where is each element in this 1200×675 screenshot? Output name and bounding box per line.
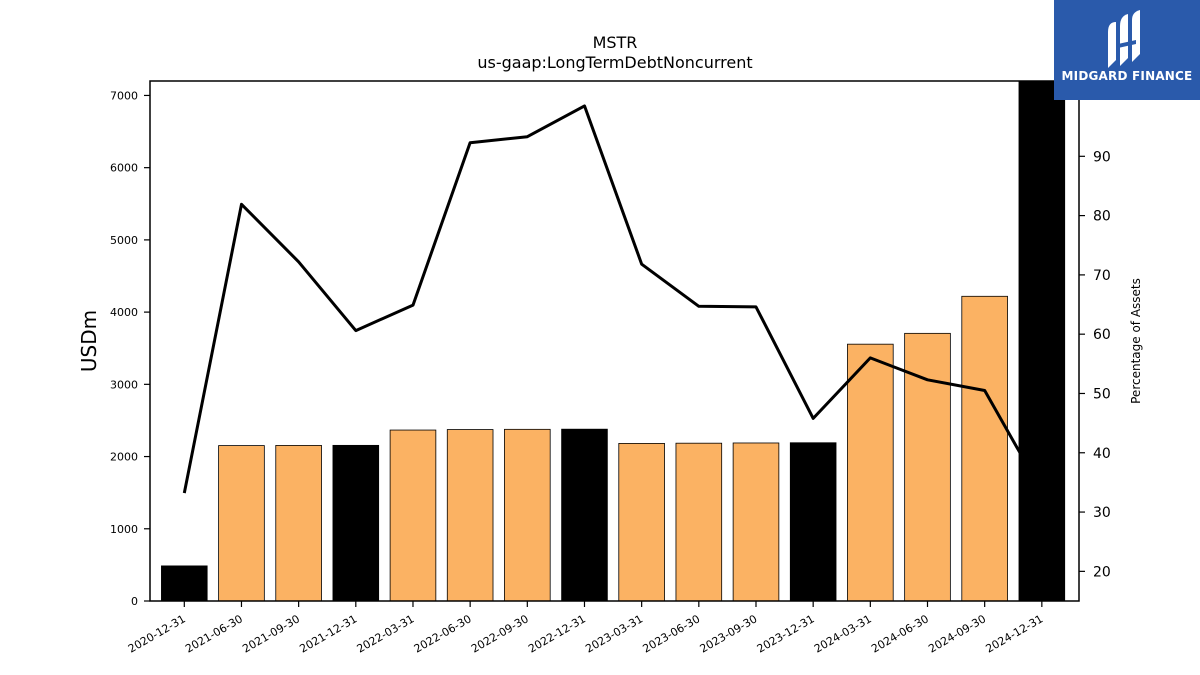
x-tick-label: 2024-06-30 <box>869 612 931 655</box>
x-tick-label: 2023-09-30 <box>698 612 760 655</box>
y-tick-label: 0 <box>131 595 138 608</box>
x-tick-label: 2024-12-31 <box>983 612 1045 655</box>
y2-axis-label: Percentage of Assets <box>1129 278 1143 404</box>
x-tick-label: 2024-03-31 <box>812 612 874 655</box>
y-axis-right: 20 30 40 50 60 70 80 90 <box>1079 149 1111 580</box>
y-axis-left: 0 1000 2000 3000 4000 5000 6000 7000 <box>110 89 150 608</box>
x-tick-label: 2021-09-30 <box>240 612 302 655</box>
y-tick-label: 6000 <box>110 162 138 175</box>
x-tick-label: 2022-03-31 <box>355 612 417 655</box>
percentage-of-assets-line <box>182 104 1044 494</box>
chart-subtitle: us-gaap:LongTermDebtNoncurrent <box>477 53 752 72</box>
y2-tick-label: 40 <box>1093 446 1111 462</box>
bar-2022-06-30 <box>446 429 494 602</box>
bar-2021-06-30 <box>218 445 265 602</box>
bar-2023-06-30 <box>675 442 723 602</box>
y-tick-label: 4000 <box>110 306 138 319</box>
x-tick-label: 2022-06-30 <box>412 612 474 655</box>
logo-mark-icon <box>1108 10 1140 68</box>
x-tick-label: 2024-09-30 <box>926 612 988 655</box>
x-tick-label: 2023-06-30 <box>640 612 702 655</box>
bar-2021-12-31 <box>332 444 380 602</box>
bar-2022-12-31 <box>561 428 608 602</box>
bar-2023-12-31 <box>789 442 837 602</box>
bar-2021-09-30 <box>275 445 322 602</box>
x-tick-label: 2021-06-30 <box>183 612 245 655</box>
y2-tick-label: 60 <box>1093 327 1111 343</box>
x-tick-label: 2022-09-30 <box>469 612 531 655</box>
percentage-line-series <box>182 104 1044 494</box>
bar-2022-03-31 <box>389 429 437 602</box>
bar-2020-12-31 <box>161 565 208 602</box>
plot-frame <box>149 80 1080 602</box>
logo-text: MIDGARD FINANCE <box>1061 69 1193 83</box>
y-tick-label: 1000 <box>110 523 138 536</box>
y2-tick-label: 70 <box>1093 268 1111 284</box>
y2-tick-label: 80 <box>1093 209 1111 225</box>
bar-2024-06-30 <box>904 332 951 602</box>
y2-tick-label: 20 <box>1093 564 1111 580</box>
y2-tick-label: 50 <box>1093 386 1111 402</box>
chart-title: MSTR <box>593 33 638 52</box>
x-axis: 2020-12-312021-06-302021-09-302021-12-31… <box>126 601 1045 656</box>
y-tick-label: 2000 <box>110 451 138 464</box>
y-axis-label: USDm <box>77 310 101 372</box>
y-tick-label: 7000 <box>110 89 138 102</box>
x-tick-label: 2023-12-31 <box>755 612 817 655</box>
x-tick-label: 2023-03-31 <box>583 612 645 655</box>
bar-2024-09-30 <box>961 295 1008 602</box>
bar-2024-03-31 <box>847 343 894 602</box>
bar-2022-09-30 <box>504 428 551 602</box>
y2-tick-label: 30 <box>1093 505 1111 521</box>
x-tick-label: 2020-12-31 <box>126 612 188 655</box>
bar-2023-09-30 <box>732 442 780 602</box>
y-tick-label: 5000 <box>110 234 138 247</box>
bar-series <box>161 81 1066 602</box>
midgard-finance-logo: MIDGARD FINANCE <box>1054 0 1200 100</box>
x-tick-label: 2021-12-31 <box>297 612 359 655</box>
y2-tick-label: 90 <box>1093 149 1111 165</box>
bar-2024-12-31 <box>1018 81 1066 602</box>
y-tick-label: 3000 <box>110 378 138 391</box>
x-tick-label: 2022-12-31 <box>526 612 588 655</box>
bar-2023-03-31 <box>618 443 665 602</box>
